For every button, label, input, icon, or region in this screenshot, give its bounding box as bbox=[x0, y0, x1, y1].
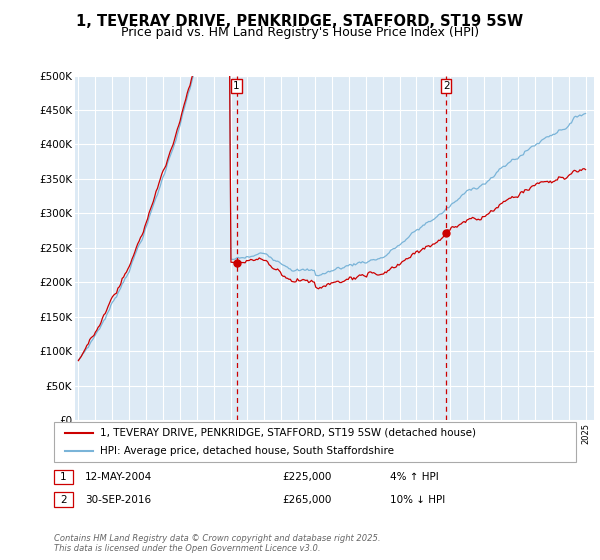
Text: £225,000: £225,000 bbox=[282, 472, 331, 482]
Text: £265,000: £265,000 bbox=[282, 494, 331, 505]
Text: 1, TEVERAY DRIVE, PENKRIDGE, STAFFORD, ST19 5SW (detached house): 1, TEVERAY DRIVE, PENKRIDGE, STAFFORD, S… bbox=[100, 428, 476, 437]
Text: 30-SEP-2016: 30-SEP-2016 bbox=[85, 494, 151, 505]
Text: 4% ↑ HPI: 4% ↑ HPI bbox=[390, 472, 439, 482]
Text: 10% ↓ HPI: 10% ↓ HPI bbox=[390, 494, 445, 505]
Text: 12-MAY-2004: 12-MAY-2004 bbox=[85, 472, 152, 482]
Text: 2: 2 bbox=[60, 494, 67, 505]
Text: 1: 1 bbox=[60, 472, 67, 482]
Text: Contains HM Land Registry data © Crown copyright and database right 2025.
This d: Contains HM Land Registry data © Crown c… bbox=[54, 534, 380, 553]
Text: HPI: Average price, detached house, South Staffordshire: HPI: Average price, detached house, Sout… bbox=[100, 446, 394, 456]
Text: 2: 2 bbox=[443, 81, 449, 91]
Text: 1, TEVERAY DRIVE, PENKRIDGE, STAFFORD, ST19 5SW: 1, TEVERAY DRIVE, PENKRIDGE, STAFFORD, S… bbox=[76, 14, 524, 29]
Text: 1: 1 bbox=[233, 81, 240, 91]
Text: Price paid vs. HM Land Registry's House Price Index (HPI): Price paid vs. HM Land Registry's House … bbox=[121, 26, 479, 39]
